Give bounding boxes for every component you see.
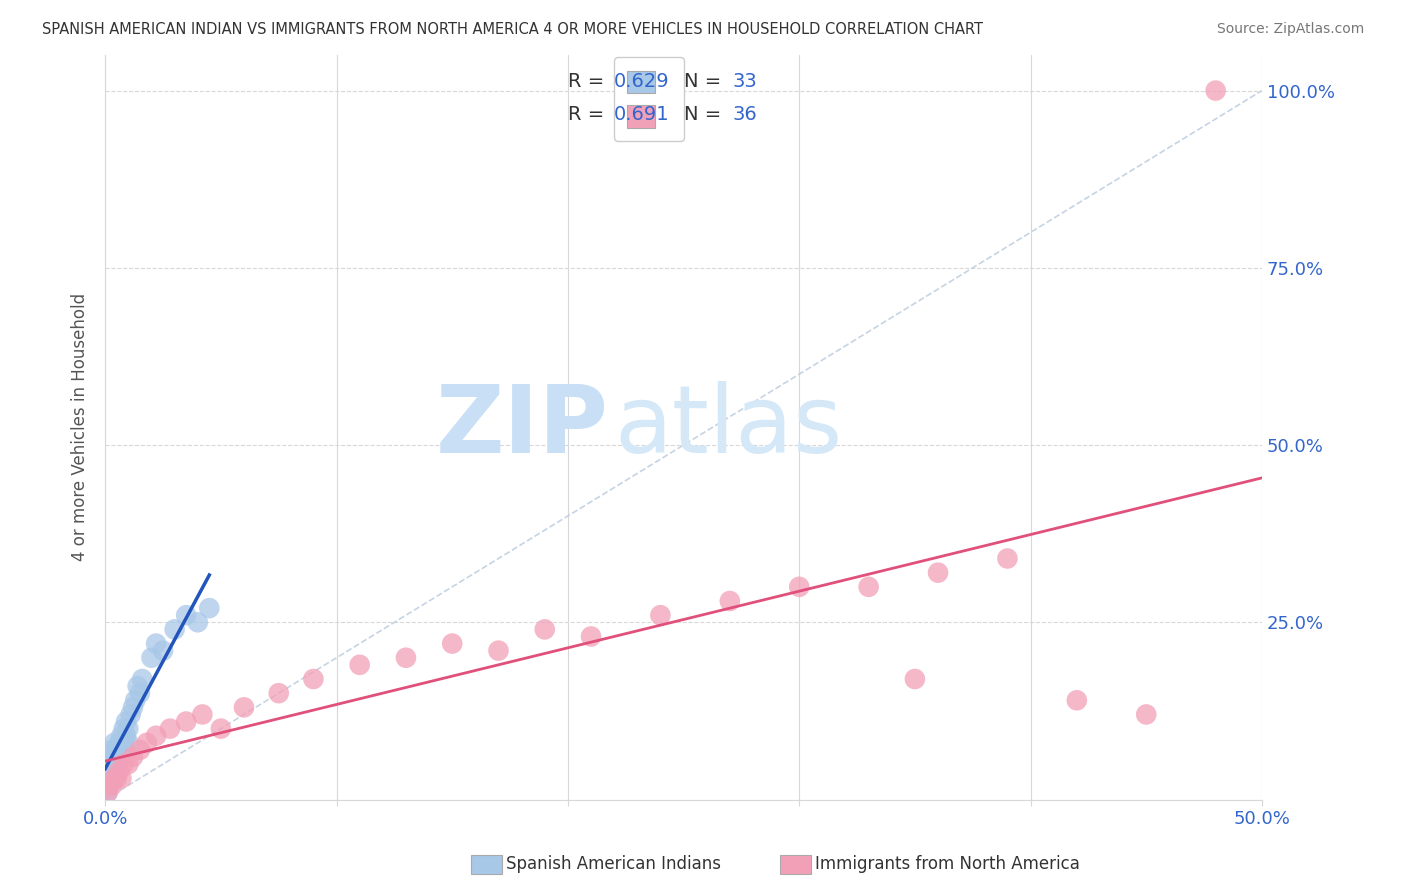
Point bbox=[141, 650, 163, 665]
Point bbox=[110, 729, 132, 743]
Point bbox=[122, 750, 145, 764]
Point bbox=[124, 693, 146, 707]
Point bbox=[441, 636, 464, 650]
Point bbox=[115, 729, 138, 743]
Point bbox=[129, 743, 152, 757]
Point bbox=[103, 771, 125, 785]
Point bbox=[96, 785, 118, 799]
Point bbox=[98, 757, 121, 772]
Text: 0.691: 0.691 bbox=[614, 105, 669, 124]
Point bbox=[120, 707, 142, 722]
Text: R =: R = bbox=[568, 71, 610, 91]
Point bbox=[105, 743, 128, 757]
Point bbox=[108, 736, 131, 750]
Y-axis label: 4 or more Vehicles in Household: 4 or more Vehicles in Household bbox=[72, 293, 89, 561]
Point bbox=[159, 722, 181, 736]
Point bbox=[101, 778, 124, 792]
Point bbox=[152, 643, 174, 657]
Point bbox=[135, 736, 157, 750]
Point bbox=[108, 750, 131, 764]
Point bbox=[579, 630, 602, 644]
Point bbox=[131, 672, 153, 686]
Text: R =: R = bbox=[568, 105, 610, 124]
Point bbox=[927, 566, 949, 580]
Point bbox=[98, 750, 121, 764]
Point bbox=[198, 601, 221, 615]
Point bbox=[115, 714, 138, 729]
Point bbox=[997, 551, 1019, 566]
Point bbox=[96, 785, 118, 799]
Point bbox=[533, 623, 555, 637]
Point bbox=[101, 743, 124, 757]
Point bbox=[267, 686, 290, 700]
Point bbox=[145, 729, 167, 743]
Point bbox=[349, 657, 371, 672]
Point bbox=[787, 580, 810, 594]
Text: Immigrants from North America: Immigrants from North America bbox=[815, 855, 1080, 873]
Text: Spanish American Indians: Spanish American Indians bbox=[506, 855, 721, 873]
Point bbox=[127, 679, 149, 693]
Point bbox=[187, 615, 209, 630]
Point bbox=[117, 722, 139, 736]
Point bbox=[112, 736, 135, 750]
Point bbox=[105, 757, 128, 772]
Point bbox=[129, 686, 152, 700]
Text: N =: N = bbox=[683, 71, 727, 91]
Point bbox=[209, 722, 232, 736]
Point bbox=[101, 764, 124, 779]
Point bbox=[110, 771, 132, 785]
Text: 0.629: 0.629 bbox=[614, 71, 669, 91]
Point bbox=[904, 672, 927, 686]
Text: SPANISH AMERICAN INDIAN VS IMMIGRANTS FROM NORTH AMERICA 4 OR MORE VEHICLES IN H: SPANISH AMERICAN INDIAN VS IMMIGRANTS FR… bbox=[42, 22, 983, 37]
Point bbox=[108, 764, 131, 779]
Point bbox=[1205, 84, 1227, 98]
Text: N =: N = bbox=[683, 105, 727, 124]
Text: ZIP: ZIP bbox=[436, 382, 609, 474]
Point bbox=[1066, 693, 1088, 707]
Point bbox=[302, 672, 325, 686]
Point bbox=[191, 707, 214, 722]
Point bbox=[233, 700, 256, 714]
Point bbox=[105, 771, 128, 785]
Legend: , : , bbox=[614, 57, 683, 141]
Point bbox=[488, 643, 510, 657]
Point bbox=[112, 757, 135, 772]
Point bbox=[110, 743, 132, 757]
Point bbox=[145, 636, 167, 650]
Point bbox=[858, 580, 880, 594]
Point bbox=[117, 757, 139, 772]
Point bbox=[112, 722, 135, 736]
Point bbox=[103, 750, 125, 764]
Point bbox=[98, 778, 121, 792]
Point bbox=[174, 714, 197, 729]
Point bbox=[718, 594, 741, 608]
Point bbox=[650, 608, 672, 623]
Text: 33: 33 bbox=[733, 71, 756, 91]
Text: Source: ZipAtlas.com: Source: ZipAtlas.com bbox=[1216, 22, 1364, 37]
Point bbox=[103, 736, 125, 750]
Point bbox=[117, 736, 139, 750]
Point bbox=[395, 650, 418, 665]
Point bbox=[163, 623, 186, 637]
Text: atlas: atlas bbox=[614, 382, 842, 474]
Point bbox=[174, 608, 197, 623]
Point bbox=[1135, 707, 1157, 722]
Point bbox=[96, 764, 118, 779]
Text: 36: 36 bbox=[733, 105, 756, 124]
Point bbox=[122, 700, 145, 714]
